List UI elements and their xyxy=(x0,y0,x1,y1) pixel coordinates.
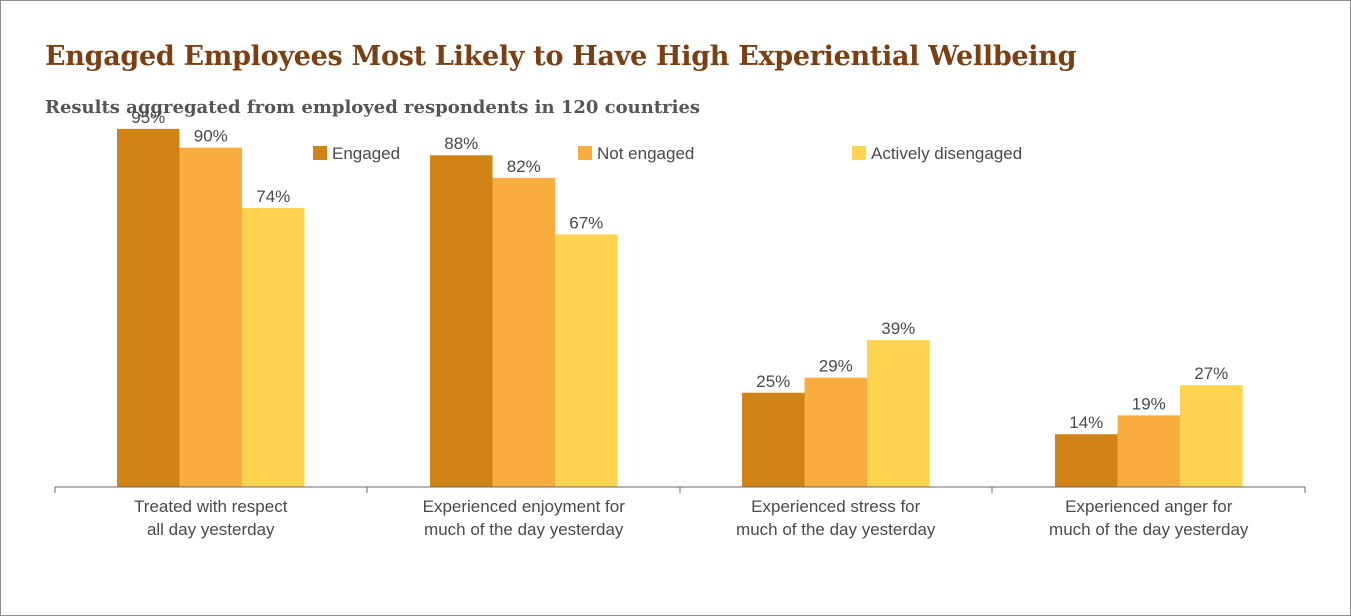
value-label-3-1: 25% xyxy=(756,372,790,391)
legend-label-2: Not engaged xyxy=(597,144,694,163)
value-label-2-1: 88% xyxy=(444,134,478,153)
category-label-2-line-2: much of the day yesterday xyxy=(424,520,624,539)
bar-4-3 xyxy=(1180,385,1243,487)
bar-3-2 xyxy=(804,377,867,487)
value-label-2-2: 82% xyxy=(507,157,541,176)
value-label-3-3: 39% xyxy=(881,319,915,338)
category-label-1-line-2: all day yesterday xyxy=(147,520,275,539)
bar-1-3 xyxy=(242,208,305,487)
legend-label-3: Actively disengaged xyxy=(871,144,1022,163)
value-label-3-2: 29% xyxy=(819,357,853,376)
category-label-2-line-1: Experienced enjoyment for xyxy=(423,497,626,516)
legend-label-1: Engaged xyxy=(332,144,400,163)
category-label-3-line-2: much of the day yesterday xyxy=(736,520,936,539)
legend-swatch-2 xyxy=(578,146,592,160)
category-label-4-line-1: Experienced anger for xyxy=(1065,497,1233,516)
category-label-3-line-1: Experienced stress for xyxy=(751,497,920,516)
chart-title: Engaged Employees Most Likely to Have Hi… xyxy=(45,41,1077,72)
bar-3-3 xyxy=(867,339,930,487)
value-label-4-2: 19% xyxy=(1132,394,1166,413)
value-label-4-3: 27% xyxy=(1194,364,1228,383)
bar-1-2 xyxy=(179,147,242,487)
value-label-1-2: 90% xyxy=(194,127,228,146)
value-label-2-3: 67% xyxy=(569,213,603,232)
legend-swatch-1 xyxy=(313,146,327,160)
legend-swatch-3 xyxy=(852,146,866,160)
bar-2-3 xyxy=(555,234,618,487)
category-label-4-line-2: much of the day yesterday xyxy=(1049,520,1249,539)
bar-4-2 xyxy=(1117,415,1180,487)
bar-1-1 xyxy=(117,128,180,487)
value-label-4-1: 14% xyxy=(1069,413,1103,432)
category-label-1-line-1: Treated with respect xyxy=(134,497,288,516)
chart-subtitle: Results aggregated from employed respond… xyxy=(45,97,701,118)
value-label-1-1: 95% xyxy=(131,108,165,127)
bar-2-1 xyxy=(430,155,493,488)
bar-2-2 xyxy=(492,177,555,488)
bar-4-1 xyxy=(1055,434,1118,487)
bar-3-1 xyxy=(742,392,805,487)
value-label-1-3: 74% xyxy=(256,187,290,206)
